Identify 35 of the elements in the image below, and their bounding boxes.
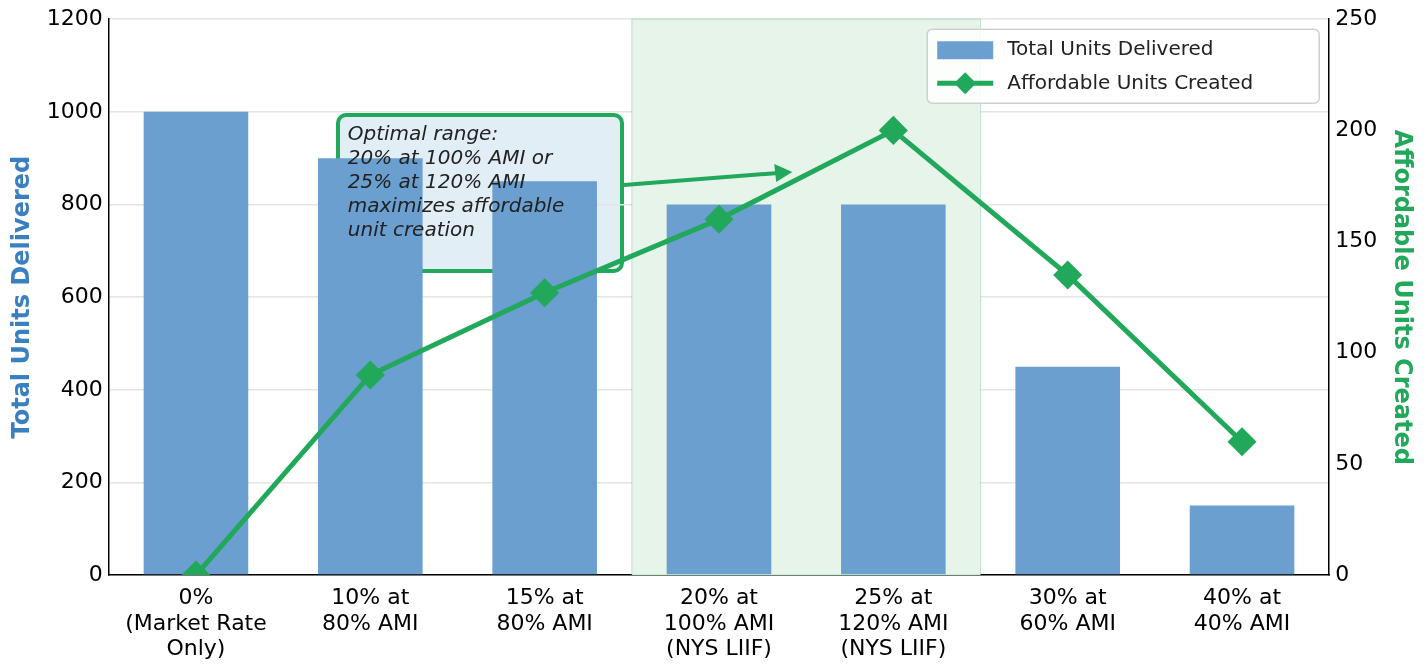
y-tick-label: 200 [60, 468, 103, 494]
x-tick-label: 25% at 120% AMI (NYS LIIF) [838, 584, 949, 661]
y2-tick-label: 0 [1335, 560, 1350, 586]
point [1054, 261, 1082, 289]
point [531, 279, 559, 307]
y2-tick-label: 50 [1335, 449, 1364, 475]
y-tick-label: 0 [88, 560, 103, 586]
y-tick-label: 1000 [46, 97, 103, 123]
bar [666, 204, 772, 575]
x-tick-label: 30% at 60% AMI [1019, 584, 1116, 635]
y-tick-label: 600 [60, 282, 103, 308]
point [879, 116, 907, 144]
bar [1015, 366, 1120, 575]
x-tick-label: 20% at 100% AMI (NYS LIIF) [663, 584, 775, 661]
y2-tick-label: 150 [1335, 227, 1378, 253]
y2-tick-label: 100 [1335, 338, 1378, 364]
bar [1189, 505, 1295, 575]
x-tick-label: 40% at 40% AMI [1193, 584, 1291, 635]
x-tick-label: 10% at 80% AMI [322, 584, 419, 635]
y2-tick-label: 250 [1335, 4, 1378, 30]
point [1228, 428, 1256, 456]
legend-label: Total Units Delivered [1006, 36, 1214, 61]
point [356, 361, 384, 389]
y-tick-label: 400 [60, 375, 103, 401]
bar [841, 204, 946, 575]
bar [143, 111, 249, 575]
x-tick-label: 0% (Market Rate Only) [125, 584, 267, 661]
y-axis-title: Total Units Delivered [6, 155, 35, 439]
legend-label: Affordable Units Created [1007, 70, 1254, 95]
y-tick-label: 800 [60, 190, 103, 216]
y2-axis-title: Affordable Units Created [1389, 129, 1418, 465]
point [705, 205, 733, 233]
x-tick-label: 15% at 80% AMI [496, 584, 593, 635]
y2-tick-label: 200 [1335, 116, 1378, 142]
y-tick-label: 1200 [46, 4, 103, 30]
